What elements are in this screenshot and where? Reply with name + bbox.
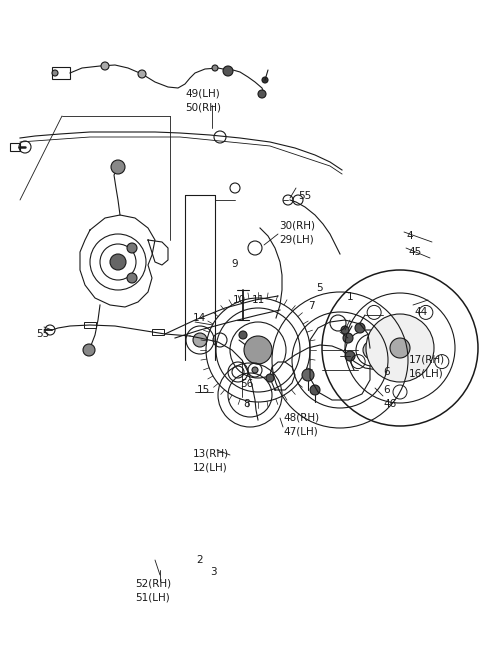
Circle shape: [252, 367, 258, 373]
Circle shape: [343, 333, 353, 343]
FancyBboxPatch shape: [52, 67, 70, 79]
Circle shape: [52, 70, 58, 76]
Circle shape: [83, 344, 95, 356]
Text: 8: 8: [243, 399, 250, 409]
Circle shape: [355, 323, 365, 333]
Text: 4: 4: [406, 231, 413, 241]
Circle shape: [262, 77, 268, 83]
Text: 10: 10: [233, 295, 246, 305]
Text: 51(LH): 51(LH): [135, 593, 170, 603]
Circle shape: [212, 65, 218, 71]
Text: 55: 55: [36, 329, 49, 339]
Text: 1: 1: [347, 292, 354, 302]
Circle shape: [110, 254, 126, 270]
Text: 45: 45: [408, 247, 421, 257]
Circle shape: [127, 273, 137, 283]
Text: 46: 46: [383, 399, 396, 409]
Text: 56: 56: [240, 379, 253, 389]
Text: 14: 14: [193, 313, 206, 323]
Circle shape: [345, 351, 355, 361]
Text: 29(LH): 29(LH): [279, 235, 314, 245]
Text: 47(LH): 47(LH): [283, 427, 318, 437]
Text: 5: 5: [316, 283, 323, 293]
Circle shape: [193, 333, 207, 347]
Text: 16(LH): 16(LH): [409, 369, 444, 379]
FancyBboxPatch shape: [10, 143, 20, 151]
Text: 48(RH): 48(RH): [283, 413, 319, 423]
Text: 12(LH): 12(LH): [193, 463, 228, 473]
Text: 3: 3: [210, 567, 216, 577]
Text: 6: 6: [383, 367, 390, 377]
Text: 44: 44: [414, 307, 427, 317]
Circle shape: [239, 331, 247, 339]
Circle shape: [266, 374, 274, 382]
Circle shape: [244, 336, 272, 364]
Text: 7: 7: [308, 301, 314, 311]
Circle shape: [111, 160, 125, 174]
Circle shape: [310, 385, 320, 395]
Circle shape: [138, 70, 146, 78]
Text: 55: 55: [298, 191, 311, 201]
Circle shape: [258, 90, 266, 98]
Text: 6: 6: [383, 385, 390, 395]
Text: 9: 9: [231, 259, 238, 269]
Circle shape: [363, 341, 381, 359]
Circle shape: [223, 66, 233, 76]
Circle shape: [341, 326, 349, 334]
FancyBboxPatch shape: [84, 322, 96, 328]
Text: 52(RH): 52(RH): [135, 579, 171, 589]
Text: 2: 2: [196, 555, 203, 565]
Circle shape: [127, 243, 137, 253]
Circle shape: [101, 62, 109, 70]
Circle shape: [302, 369, 314, 381]
FancyBboxPatch shape: [152, 329, 164, 335]
Text: 11: 11: [252, 295, 265, 305]
Text: 13(RH): 13(RH): [193, 449, 229, 459]
Text: 15: 15: [197, 385, 210, 395]
Text: 17(RH): 17(RH): [409, 355, 445, 365]
Text: 50(RH): 50(RH): [185, 103, 221, 113]
Circle shape: [390, 338, 410, 358]
Text: 30(RH): 30(RH): [279, 221, 315, 231]
Text: 49(LH): 49(LH): [185, 89, 220, 99]
Circle shape: [366, 314, 434, 382]
